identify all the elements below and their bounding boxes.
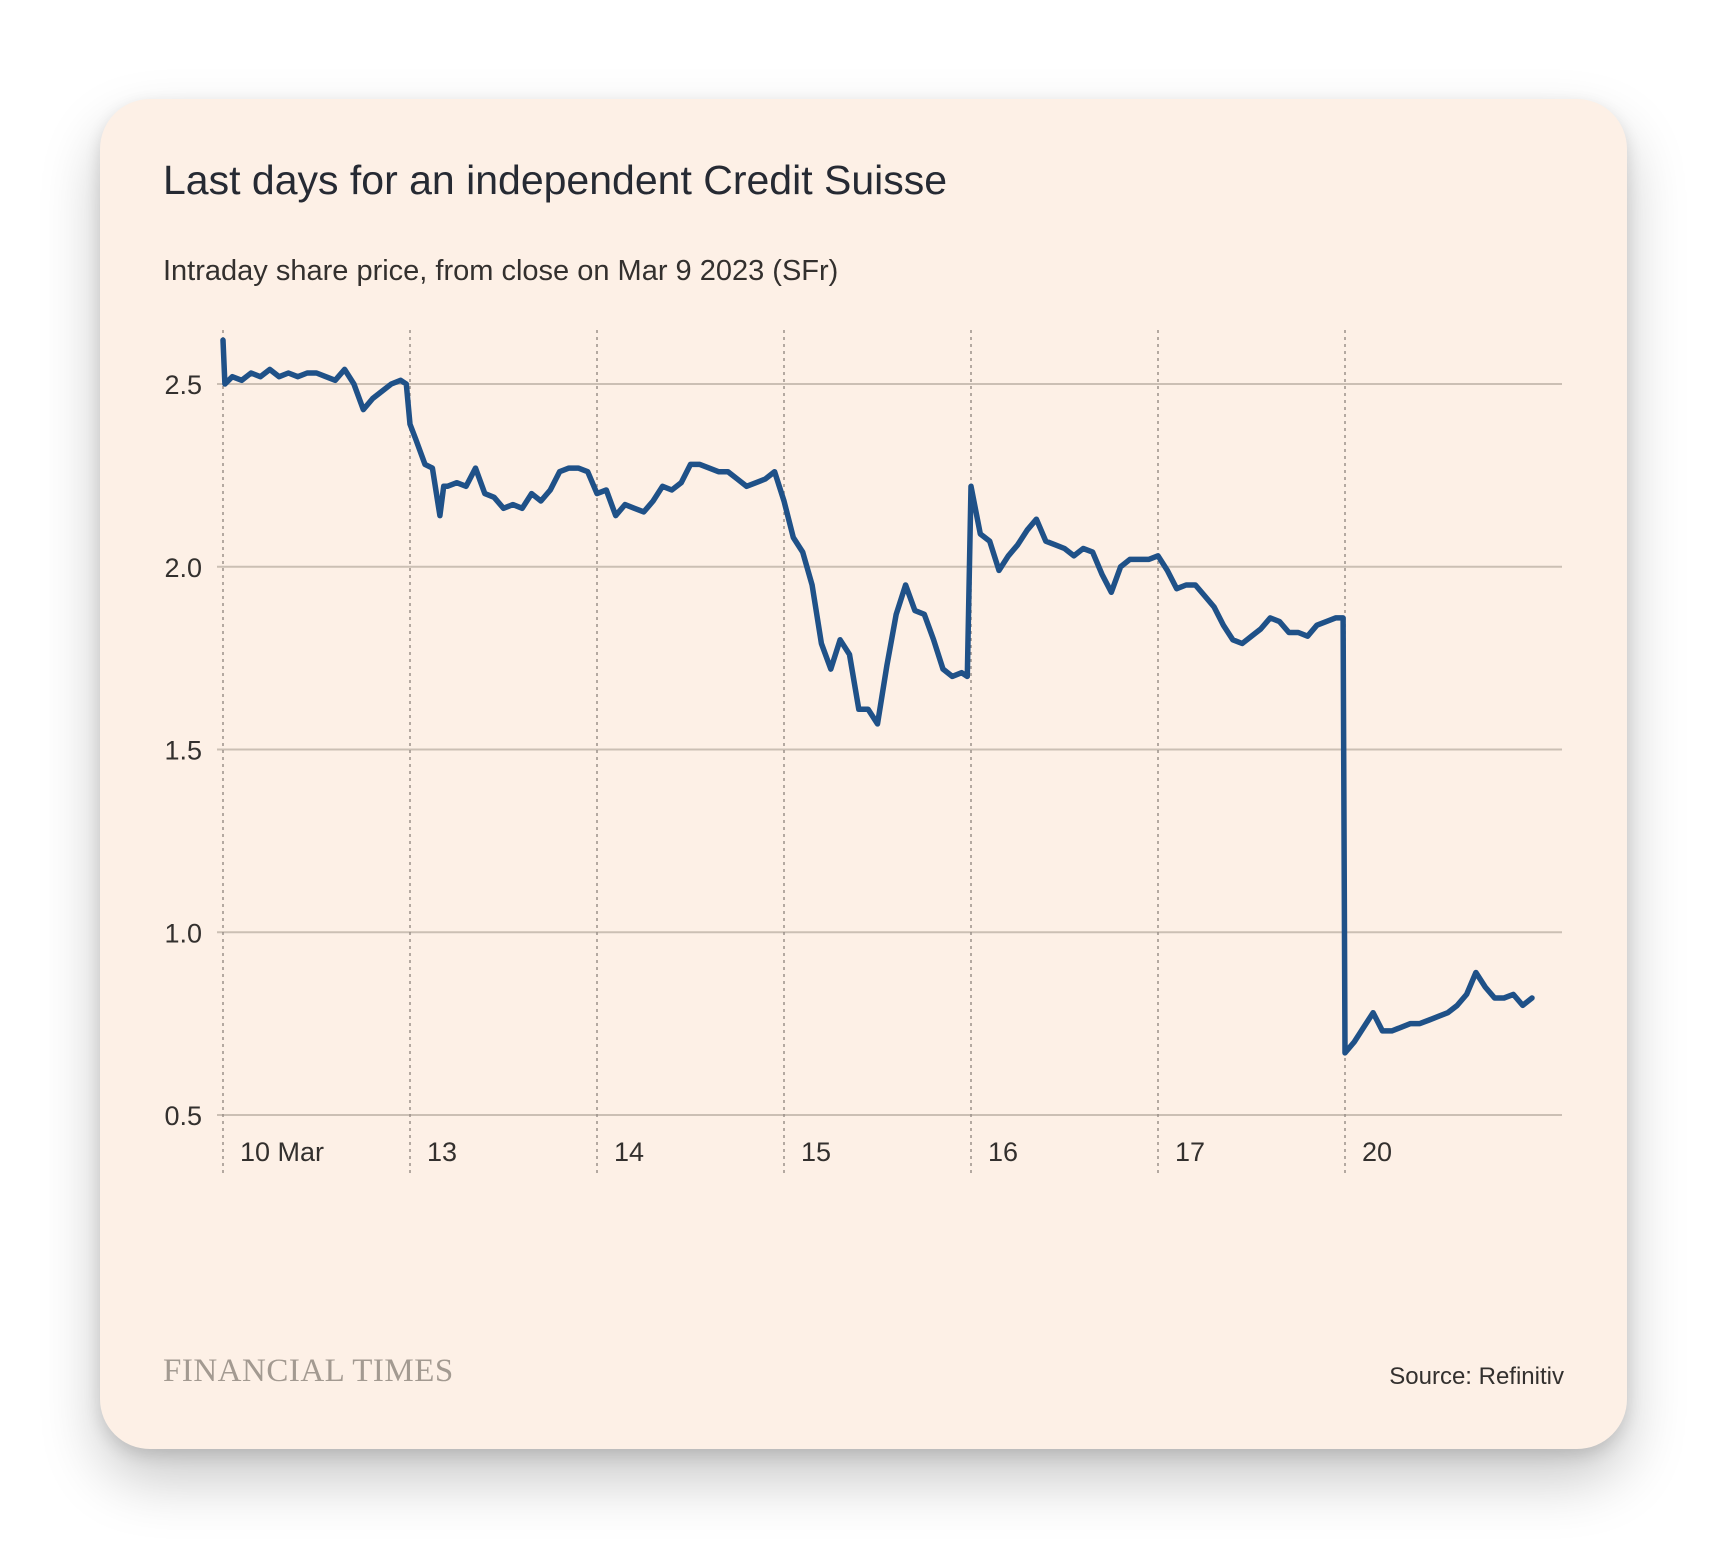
chart-title: Last days for an independent Credit Suis… (163, 157, 948, 203)
x-tick-label: 15 (801, 1137, 831, 1167)
x-tick-label: 17 (1175, 1137, 1205, 1167)
chart-subtitle: Intraday share price, from close on Mar … (163, 255, 839, 287)
x-tick-label: 16 (988, 1137, 1018, 1167)
brand-logo: FINANCIAL TIMES (163, 1353, 454, 1389)
y-tick-label: 2.5 (164, 370, 202, 400)
chart-card: Last days for an independent Credit Suis… (100, 99, 1627, 1449)
source-note: Source: Refinitiv (1389, 1363, 1564, 1390)
x-tick-label: 20 (1362, 1137, 1392, 1167)
y-tick-label: 0.5 (164, 1101, 202, 1131)
x-tick-label: 13 (427, 1137, 457, 1167)
line-chart: 2.5 2.0 1.5 1.0 0.5 10 Mar 13 14 15 16 17 20 (164, 330, 1562, 1174)
y-tick-label: 2.0 (164, 553, 202, 583)
y-tick-label: 1.0 (164, 918, 202, 948)
price-line (220, 337, 1535, 1056)
x-tick-label: 10 Mar (240, 1137, 324, 1167)
x-tick-label: 14 (614, 1137, 644, 1167)
y-tick-label: 1.5 (164, 736, 202, 766)
